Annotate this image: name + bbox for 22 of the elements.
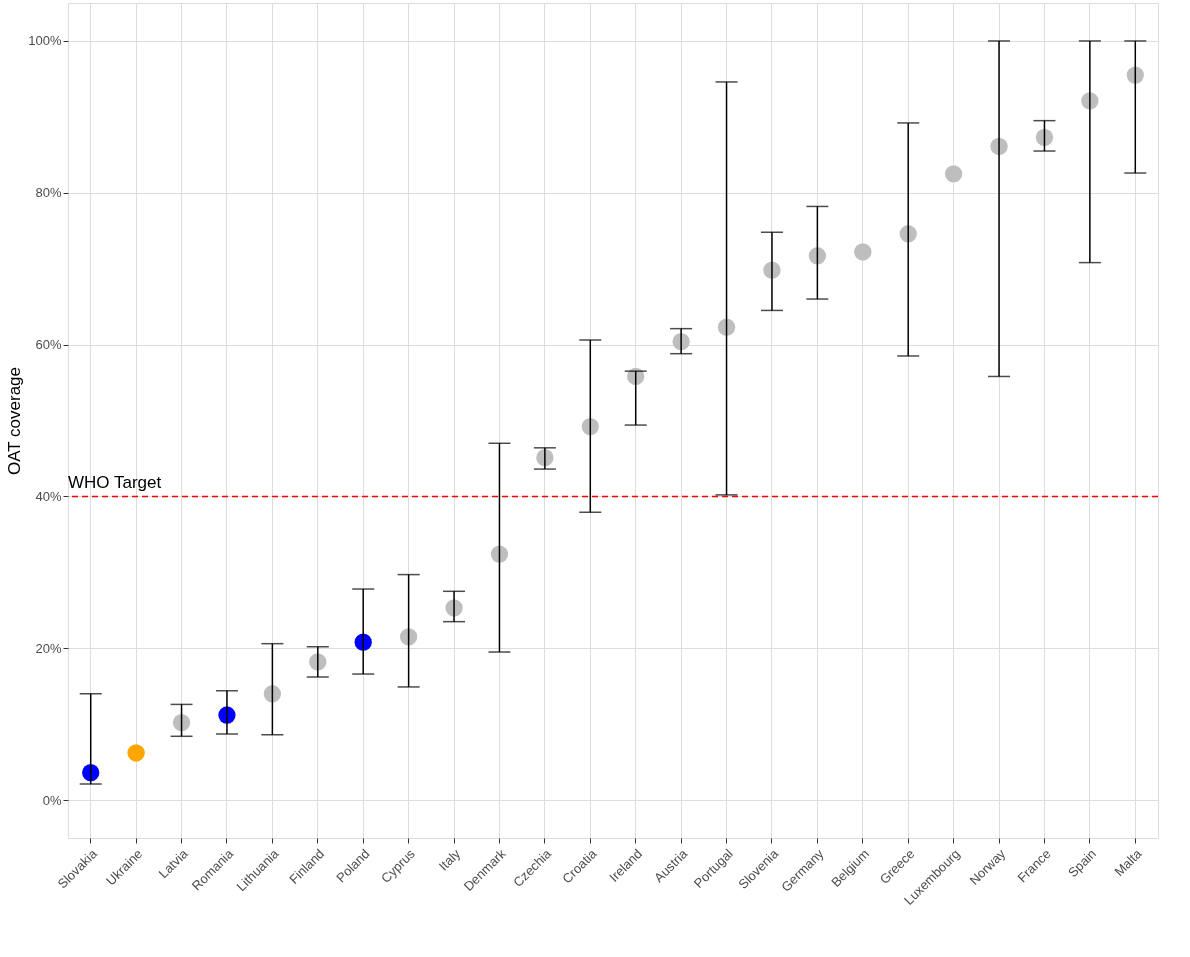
- y-tick-label: 60%: [35, 337, 62, 353]
- y-tick-label: 20%: [35, 640, 62, 656]
- point: [717, 318, 736, 336]
- ref-line-label: WHO Target: [68, 473, 162, 493]
- point: [1035, 128, 1054, 146]
- point: [127, 744, 145, 762]
- point: [172, 713, 191, 732]
- point: [1126, 66, 1144, 84]
- point: [581, 417, 599, 436]
- point: [490, 545, 509, 563]
- point: [399, 628, 418, 646]
- y-tick-label: 80%: [35, 185, 62, 201]
- x-tick-label: Italy: [435, 845, 464, 874]
- point: [854, 243, 872, 261]
- y-tick-label: 40%: [35, 488, 62, 504]
- point: [808, 247, 827, 265]
- y-tick-label: 0%: [42, 792, 62, 808]
- y-axis-title: OAT coverage: [5, 366, 25, 476]
- point: [263, 685, 282, 703]
- y-tick-label: 100%: [28, 33, 62, 49]
- point: [944, 165, 963, 183]
- point: [82, 764, 100, 782]
